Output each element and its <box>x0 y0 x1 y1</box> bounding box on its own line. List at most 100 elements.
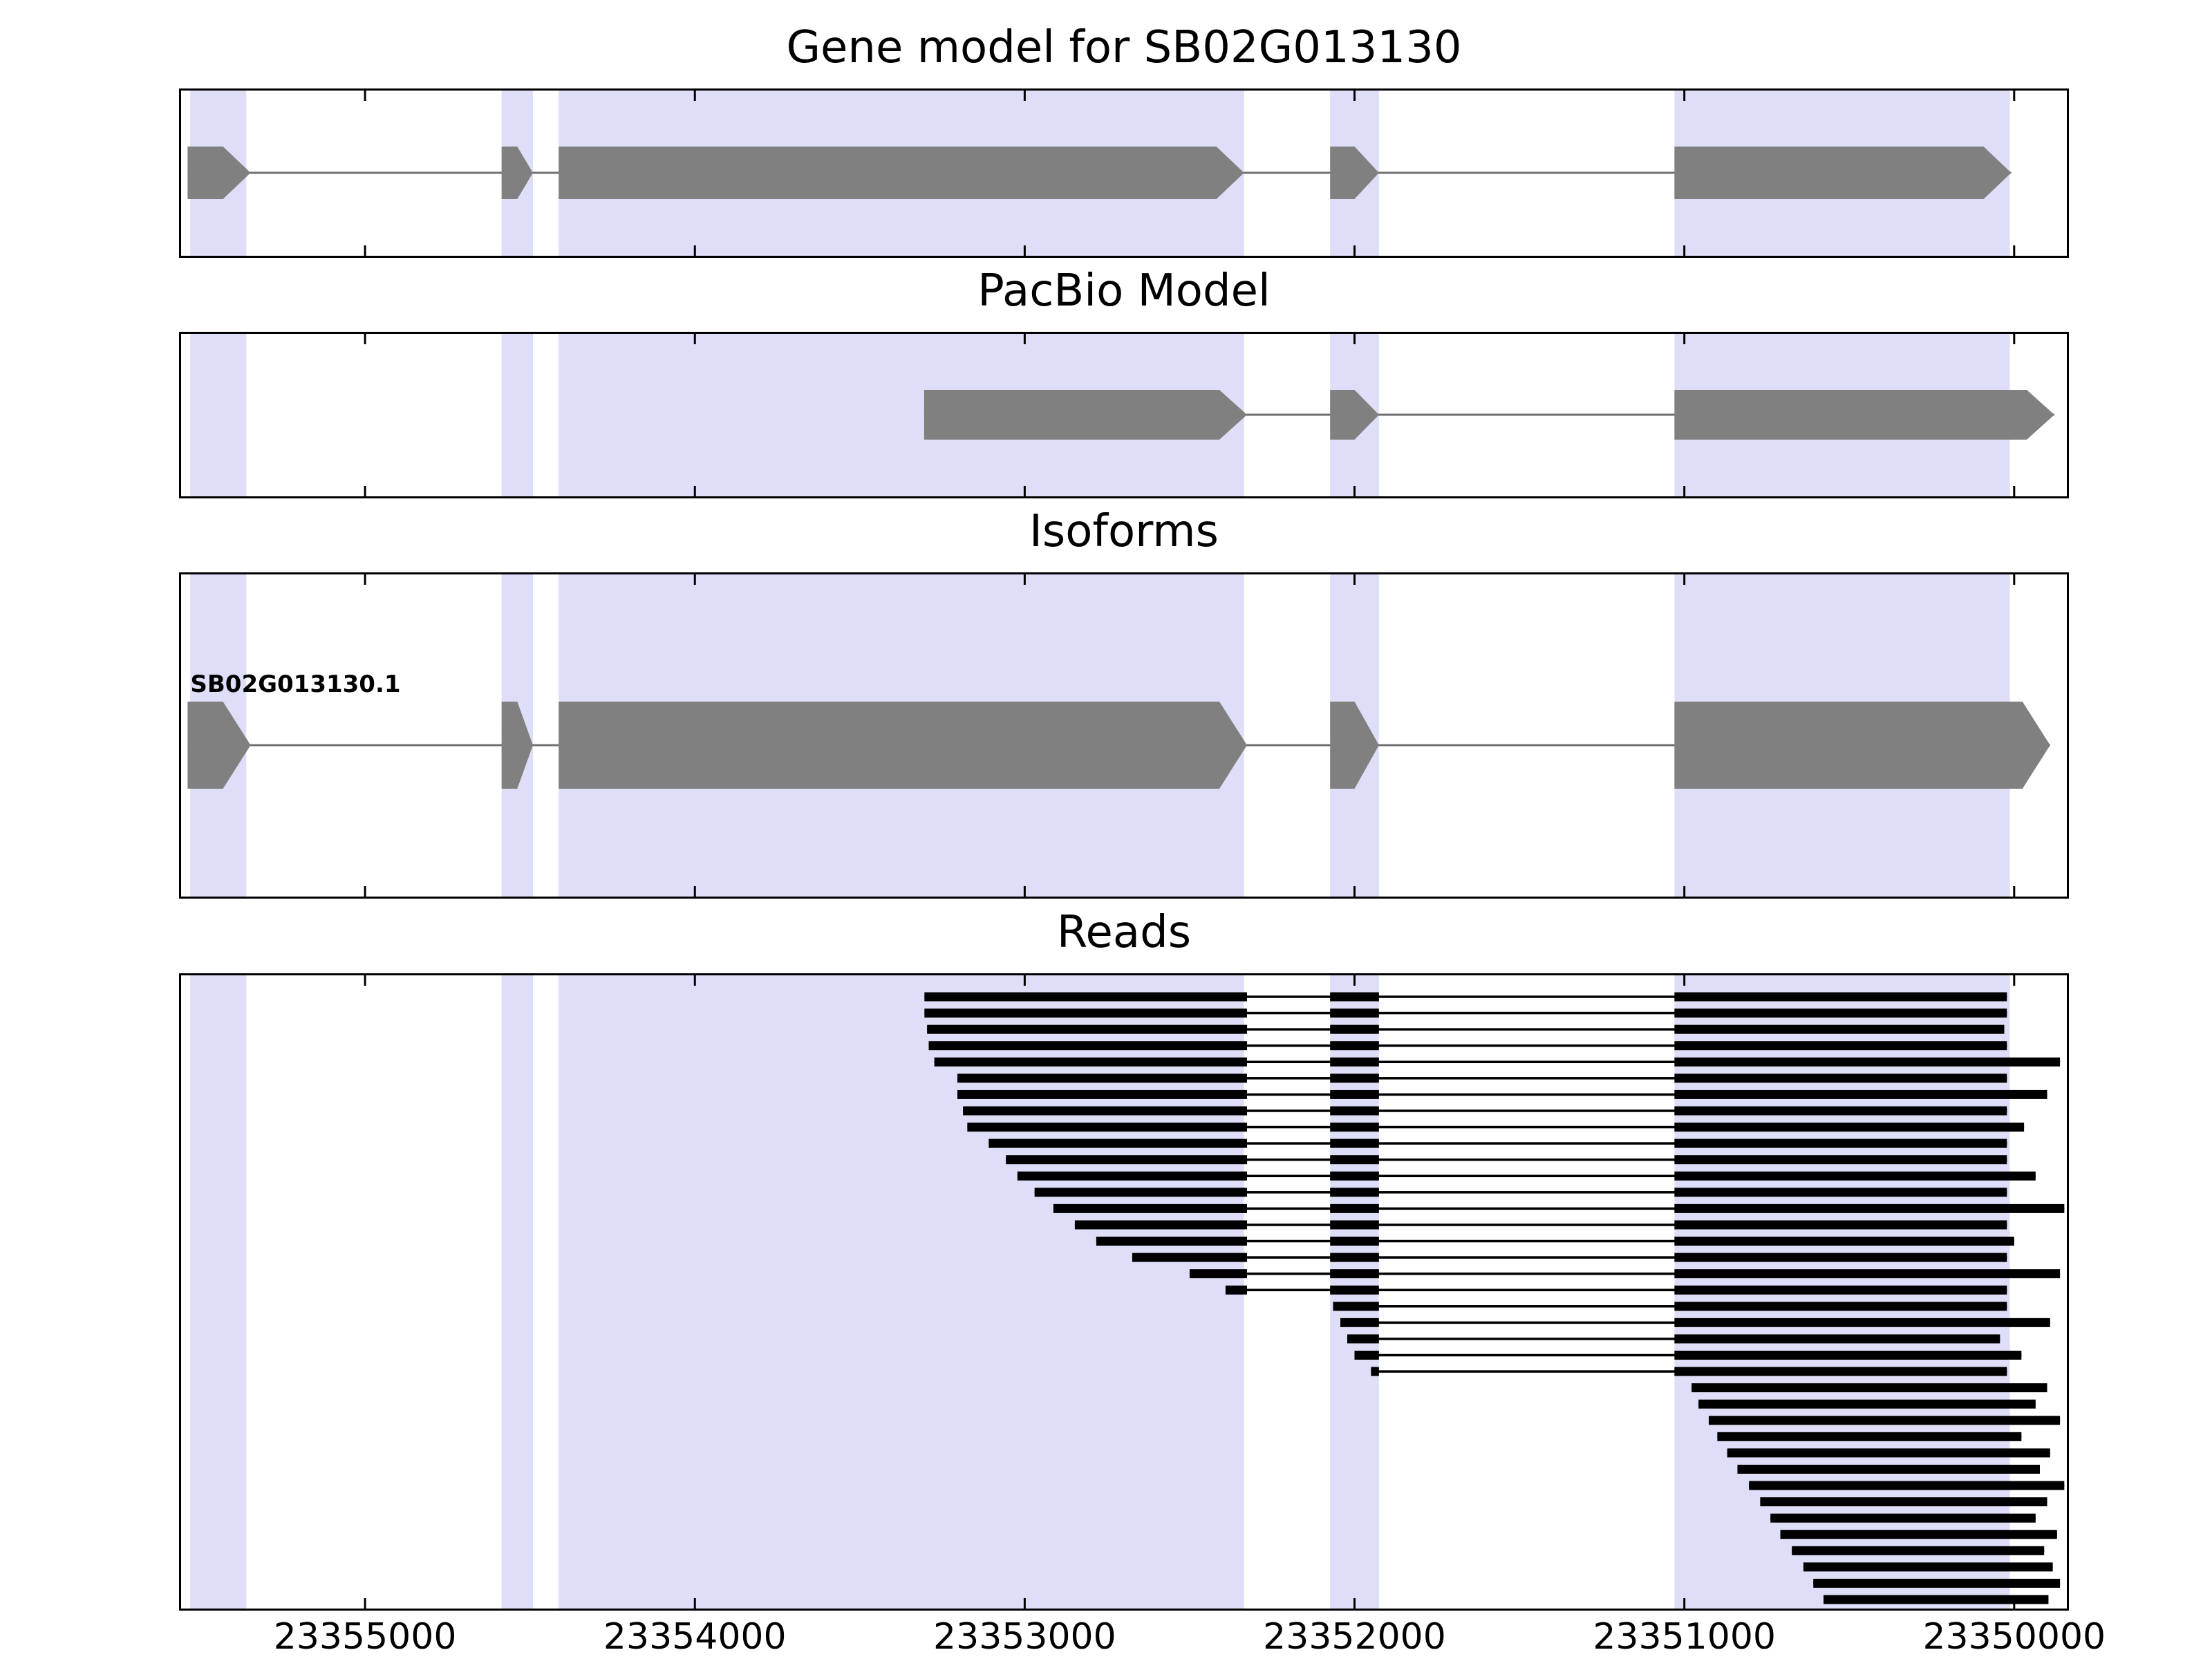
read-segment <box>1096 1237 1247 1246</box>
read <box>1792 1546 2045 1555</box>
read <box>957 1089 2047 1099</box>
read-segment <box>1333 1302 1379 1311</box>
read-segment <box>1674 1089 2047 1099</box>
panel-border <box>179 572 2069 899</box>
read-segment <box>1074 1220 1247 1230</box>
isoforms-canvas: SB02G013130.1 <box>179 572 2069 899</box>
title-gene-model: Gene model for SB02G013130 <box>786 22 1462 73</box>
read-segment <box>1792 1546 2045 1555</box>
read <box>1074 1220 2007 1230</box>
exon <box>1330 702 1379 789</box>
read <box>1189 1269 2061 1279</box>
read-segment <box>1189 1269 1247 1279</box>
exon <box>187 702 251 789</box>
read <box>967 1123 2025 1132</box>
read-segment <box>927 1024 1247 1034</box>
panel-border <box>179 973 2069 1611</box>
read-segment <box>1330 1041 1379 1051</box>
read <box>1717 1432 2022 1441</box>
read <box>1371 1367 2007 1376</box>
read <box>924 1009 2007 1018</box>
read-segment <box>1674 1318 2050 1327</box>
read-segment <box>1737 1464 2041 1474</box>
read-connector <box>967 1125 2025 1129</box>
read-segment <box>928 1041 1247 1051</box>
read-connector <box>963 1109 2007 1112</box>
read-connector <box>957 1093 2047 1096</box>
read <box>1225 1285 2007 1295</box>
read-segment <box>924 1009 1247 1018</box>
read-segment <box>1674 1155 2007 1165</box>
read <box>1698 1399 2036 1409</box>
exon <box>1674 702 2050 789</box>
read-segment <box>1330 1009 1379 1018</box>
read-segment <box>1330 1106 1379 1116</box>
read-segment <box>1770 1513 2036 1523</box>
read-connector <box>1333 1305 2007 1308</box>
exon-highlight-band <box>501 973 533 1611</box>
read <box>1708 1416 2061 1425</box>
read-segment <box>1674 1285 2007 1295</box>
pacbio-model-canvas <box>179 332 2069 498</box>
exon <box>501 702 533 789</box>
read-segment <box>1824 1595 2049 1604</box>
read <box>928 1041 2007 1051</box>
gene-model-canvas <box>179 88 2069 258</box>
exon-highlight-band <box>190 332 247 498</box>
read-segment <box>924 992 1247 1002</box>
read <box>1803 1562 2053 1572</box>
read-segment <box>1717 1432 2022 1441</box>
read-segment <box>1727 1448 2050 1458</box>
read-segment <box>1674 992 2007 1002</box>
read-connector <box>1132 1256 2007 1259</box>
x-axis-tick-label: 23350000 <box>1922 1616 2106 1658</box>
read-segment <box>1330 1188 1379 1197</box>
exon <box>924 390 1247 440</box>
read <box>924 992 2007 1002</box>
read-connector <box>957 1077 2007 1080</box>
read-segment <box>1674 1302 2007 1311</box>
read-connector <box>1347 1338 2000 1340</box>
read-segment <box>957 1089 1247 1099</box>
read <box>934 1057 2061 1067</box>
read-connector <box>1017 1174 2036 1177</box>
pacbio-model-panel <box>179 332 2069 498</box>
panel-border <box>179 88 2069 258</box>
read-segment <box>1674 1237 2014 1246</box>
read-segment <box>1371 1367 1379 1376</box>
read <box>1333 1302 2007 1311</box>
read-segment <box>1674 1253 2007 1262</box>
read-segment <box>1674 1074 2007 1083</box>
read-segment <box>1803 1562 2053 1572</box>
read-connector <box>1034 1191 2007 1194</box>
read-segment <box>1330 1237 1379 1246</box>
exon <box>1330 147 1379 199</box>
exon <box>559 147 1244 199</box>
read-segment <box>1330 1253 1379 1262</box>
x-axis-tick-labels: 23355000 23354000 23353000 23352000 23351000… <box>0 1616 2212 1659</box>
read-segment <box>1330 1089 1379 1099</box>
read-segment <box>1691 1383 2047 1393</box>
gene-model-panel <box>179 88 2069 258</box>
read <box>1006 1155 2007 1165</box>
read <box>1347 1334 2000 1344</box>
read-segment <box>1674 1188 2007 1197</box>
read-segment <box>1674 1123 2025 1132</box>
read-segment <box>1674 1269 2061 1279</box>
read-connector <box>1074 1224 2007 1226</box>
read-segment <box>1674 1041 2007 1051</box>
read-connector <box>1189 1272 2061 1275</box>
read-segment <box>957 1074 1247 1083</box>
title-reads: Reads <box>1056 907 1192 958</box>
read <box>1824 1595 2049 1604</box>
read-segment <box>1674 1334 2000 1344</box>
read-segment <box>1674 1367 2007 1376</box>
read <box>1096 1237 2014 1246</box>
read-connector <box>1006 1158 2007 1161</box>
reads-canvas <box>179 973 2069 1611</box>
exon <box>187 147 251 199</box>
read-segment <box>1780 1530 2057 1539</box>
read <box>1760 1497 2047 1507</box>
read-segment <box>1330 1074 1379 1083</box>
read <box>957 1074 2007 1083</box>
